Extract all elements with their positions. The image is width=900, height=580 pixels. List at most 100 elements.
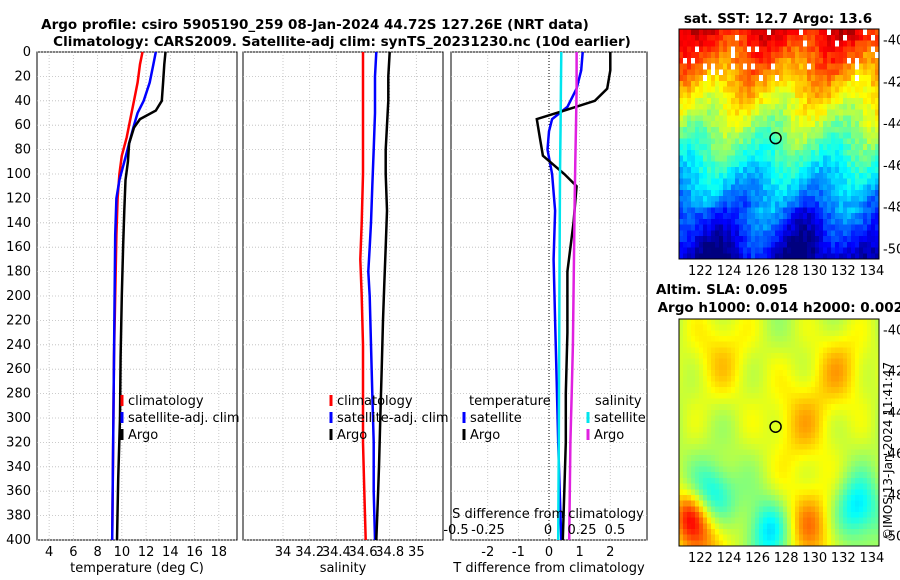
y-tick-label: 180 xyxy=(6,265,31,280)
map-y-tick-label: -50 xyxy=(883,243,900,258)
x-axis-label: T difference from climatology xyxy=(452,561,645,576)
y-tick-label: 320 xyxy=(6,435,31,450)
sla-map-title: Altim. SLA: 0.095 xyxy=(656,282,788,298)
x-axis-label: temperature (deg C) xyxy=(70,561,204,576)
map-x-tick-label: 134 xyxy=(859,551,884,566)
series-line-satellite-adj-clim xyxy=(367,51,378,541)
y-tick-label: 20 xyxy=(14,69,31,84)
copyright-container: ©IMOS 13-Jan-2024 11:41:47 xyxy=(881,362,895,540)
s-diff-tick-label: 0 xyxy=(544,523,552,538)
s-diff-tick-label: 0.25 xyxy=(568,523,597,538)
legend-diff-t-argo-label: Argo xyxy=(470,428,500,443)
x-tick-label: 12 xyxy=(138,545,155,560)
legend-diff-s-satellite-label: satellite xyxy=(594,411,646,426)
x-tick-label: 1 xyxy=(575,545,583,560)
y-tick-label: 0 xyxy=(23,45,31,60)
y-tick-label: 240 xyxy=(6,338,31,353)
y-tick-label: 380 xyxy=(6,509,31,524)
map-y-tick-label: -44 xyxy=(883,406,900,421)
map-x-tick-label: 122 xyxy=(688,264,713,279)
map-x-tick-label: 130 xyxy=(802,551,827,566)
s-diff-axis-label: S difference from climatology xyxy=(452,507,644,522)
map-x-tick-label: 134 xyxy=(859,264,884,279)
y-tick-label: 220 xyxy=(6,313,31,328)
title-line-2: Climatology: CARS2009. Satellite-adj cli… xyxy=(53,34,631,50)
series-line-salinity-satellite xyxy=(556,51,563,541)
legend-s-argo-label: Argo xyxy=(337,428,367,443)
series-line-climatology xyxy=(359,52,367,541)
legend-t-climatology-label: climatology xyxy=(128,394,204,409)
y-tick-label: 280 xyxy=(6,387,31,402)
x-tick-label: 14 xyxy=(162,545,179,560)
map-x-tick-label: 128 xyxy=(774,551,799,566)
x-tick-label: 0 xyxy=(545,545,553,560)
legend-t-satellite-label: satellite-adj. clim xyxy=(128,411,240,426)
y-tick-label: 300 xyxy=(6,411,31,426)
sst-map-title: sat. SST: 12.7 Argo: 13.6 xyxy=(684,11,872,27)
sla-map-subtitle: Argo h1000: 0.014 h2000: 0.0024 xyxy=(658,300,900,316)
x-tick-label: 34.8 xyxy=(375,545,404,560)
s-diff-tick-label: -0.25 xyxy=(471,523,505,538)
y-tick-label: 260 xyxy=(6,362,31,377)
y-tick-label: 120 xyxy=(6,191,31,206)
map-x-tick-label: 132 xyxy=(831,264,856,279)
y-tick-label: 100 xyxy=(6,167,31,182)
map-y-tick-label: -48 xyxy=(883,488,900,503)
series-line-satellite-adj-clim xyxy=(110,51,158,541)
map-x-tick-label: 122 xyxy=(688,551,713,566)
sla-heatmap xyxy=(679,319,879,546)
legend-t-argo-label: Argo xyxy=(128,428,158,443)
map-y-tick-label: -40 xyxy=(883,323,900,338)
title-line-1: Argo profile: csiro 5905190_259 08-Jan-2… xyxy=(41,17,589,33)
x-axis-label: salinity xyxy=(320,561,367,576)
series-line-argo xyxy=(375,51,391,541)
map-y-tick-label: -44 xyxy=(883,117,900,132)
legend-diff-s-argo-label: Argo xyxy=(594,428,624,443)
map-x-tick-label: 130 xyxy=(802,264,827,279)
map-y-tick-label: -42 xyxy=(883,75,900,90)
y-tick-label: 200 xyxy=(6,289,31,304)
copyright-text: ©IMOS 13-Jan-2024 11:41:47 xyxy=(881,362,895,540)
sst-heatmap xyxy=(679,29,879,259)
map-y-tick-label: -46 xyxy=(883,159,900,174)
x-tick-label: 10 xyxy=(114,545,131,560)
legend-diff-temperature-title: temperature xyxy=(469,394,551,409)
y-tick-label: 140 xyxy=(6,216,31,231)
map-x-tick-label: 126 xyxy=(745,264,770,279)
map-x-tick-label: 128 xyxy=(774,264,799,279)
x-tick-label: -1 xyxy=(512,545,525,560)
map-x-tick-label: 132 xyxy=(831,551,856,566)
s-diff-tick-label: -0.5 xyxy=(443,523,468,538)
map-y-tick-label: -40 xyxy=(883,33,900,48)
x-tick-label: 2 xyxy=(606,545,614,560)
x-tick-label: 16 xyxy=(186,545,203,560)
x-tick-label: 35 xyxy=(408,545,425,560)
map-y-tick-label: -46 xyxy=(883,447,900,462)
x-tick-label: 34.6 xyxy=(349,545,378,560)
x-tick-label: 34.4 xyxy=(322,545,351,560)
x-tick-label: 8 xyxy=(93,545,101,560)
y-tick-label: 340 xyxy=(6,460,31,475)
y-tick-label: 160 xyxy=(6,240,31,255)
map-x-tick-label: 124 xyxy=(717,551,742,566)
map-x-tick-label: 126 xyxy=(745,551,770,566)
x-tick-label: 4 xyxy=(45,545,53,560)
y-tick-label: 400 xyxy=(6,533,31,548)
y-tick-label: 80 xyxy=(14,143,31,158)
map-y-tick-label: -50 xyxy=(883,530,900,545)
legend-diff-t-satellite-label: satellite xyxy=(470,411,522,426)
map-x-tick-label: 124 xyxy=(717,264,742,279)
legend-s-climatology-label: climatology xyxy=(337,394,413,409)
x-tick-label: 6 xyxy=(69,545,77,560)
series-line-salinity-argo xyxy=(567,52,578,541)
x-tick-label: 18 xyxy=(211,545,228,560)
x-tick-label: 34.2 xyxy=(295,545,324,560)
map-y-tick-label: -42 xyxy=(883,365,900,380)
series-line-argo xyxy=(115,51,167,541)
series-line-temperature-argo xyxy=(535,52,612,541)
legend-s-satellite-label: satellite-adj. clim xyxy=(337,411,449,426)
map-y-tick-label: -48 xyxy=(883,201,900,216)
s-diff-tick-label: 0.5 xyxy=(605,523,626,538)
x-tick-label: -2 xyxy=(481,545,494,560)
